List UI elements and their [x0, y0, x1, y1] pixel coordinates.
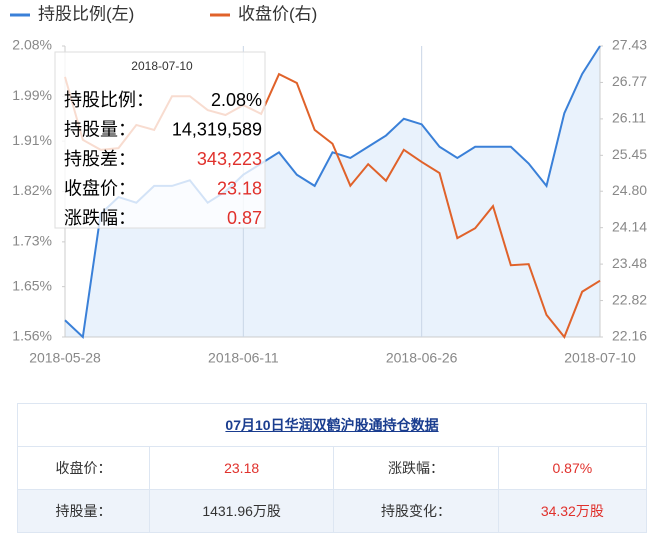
y-tick-label: 1.56% [12, 328, 52, 344]
cell: 收盘价： [17, 446, 150, 490]
cell: 34.32万股 [497, 489, 648, 533]
tooltip-value: 14,319,589 [172, 119, 262, 139]
cell: 持股变化： [333, 489, 499, 533]
tooltip-value: 23.18 [217, 178, 262, 198]
y-tick-label: 26.77 [612, 73, 647, 89]
x-tick-label: 2018-06-11 [208, 350, 279, 366]
table-title: 07月10日华润双鹤沪股通持仓数据 [17, 403, 647, 447]
y-tick-label: 1.73% [12, 233, 52, 249]
tooltip-label: 收盘价： [64, 178, 136, 198]
y-tick-label: 2.08% [12, 37, 52, 53]
tooltip-date: 2018-07-10 [131, 59, 193, 73]
tooltip-label: 持股量： [64, 119, 136, 139]
cell: 涨跌幅： [333, 446, 499, 490]
area [65, 46, 600, 337]
table-title-link[interactable]: 07月10日华润双鹤沪股通持仓数据 [225, 417, 439, 433]
y-tick-label: 27.43 [612, 37, 647, 53]
y-tick-label: 26.11 [612, 110, 646, 126]
tooltip-box [54, 51, 266, 229]
y-tick-label: 1.91% [12, 132, 52, 148]
tooltip-label: 持股比例： [64, 90, 154, 110]
y-tick-label: 23.48 [612, 255, 647, 271]
y-tick-label: 22.16 [612, 328, 647, 344]
data-table: 07月10日华润双鹤沪股通持仓数据 收盘价： 23.18 涨跌幅： 0.87% 持股量… [17, 403, 648, 533]
legend-entry: 收盘价(右) [238, 4, 317, 23]
tooltip-value: 0.87 [227, 208, 262, 228]
tooltip-value: 343,223 [197, 149, 262, 169]
cell: 持股量： [17, 489, 150, 533]
tooltip-layer: 2018-07-10 持股比例： 2.08% 持股量： 14,319,589 持股差： 3… [54, 51, 266, 229]
y-tick-label: 22.82 [612, 291, 647, 307]
tooltip-label: 持股差： [64, 149, 136, 169]
tooltip-value: 2.08% [211, 90, 262, 110]
y-tick-label: 1.82% [12, 182, 52, 198]
y-tick-label: 24.14 [612, 218, 647, 234]
cell: 23.18 [148, 446, 335, 490]
tooltip-label: 涨跌幅： [64, 208, 136, 228]
y-tick-label: 24.80 [612, 182, 647, 198]
x-tick-label: 2018-05-28 [29, 350, 101, 366]
cell: 1431.96万股 [148, 489, 335, 533]
y-tick-label: 1.65% [12, 277, 52, 293]
cell: 0.87% [497, 446, 648, 490]
chart: 持股比例(左) 收盘价(右) 2018-05-28 2018-06-11 2018-… [10, 4, 647, 366]
x-tick-label: 2018-06-26 [386, 350, 458, 366]
x-tick-label: 2018-07-10 [564, 350, 636, 366]
y-tick-label: 1.99% [12, 87, 52, 103]
y-tick-label: 25.45 [612, 146, 647, 162]
legend-entry: 持股比例(左) [38, 4, 134, 23]
